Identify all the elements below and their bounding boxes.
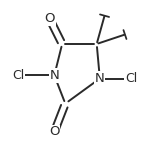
Text: O: O bbox=[44, 12, 55, 25]
Text: O: O bbox=[49, 125, 60, 138]
Text: N: N bbox=[49, 69, 59, 82]
Text: Cl: Cl bbox=[12, 69, 24, 82]
Text: Cl: Cl bbox=[125, 72, 137, 85]
Text: N: N bbox=[95, 72, 105, 85]
